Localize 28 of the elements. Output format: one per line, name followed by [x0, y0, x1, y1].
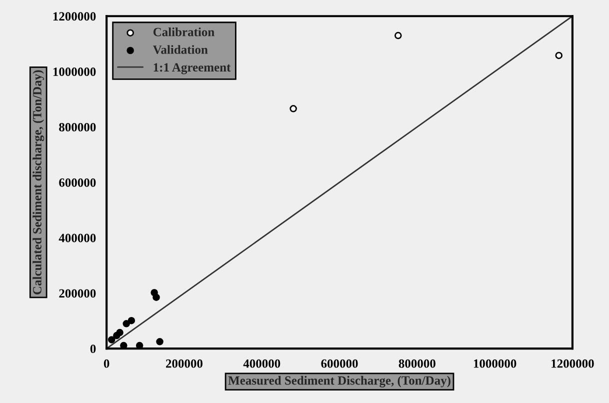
- legend-label: Validation: [152, 45, 208, 54]
- x-tick-label: 400000: [243, 359, 280, 368]
- y-tick-label: 1200000: [53, 12, 96, 21]
- point: [555, 52, 563, 60]
- y-axis-title: Calculated Sediment discharge, (Ton/Day): [32, 70, 44, 294]
- legend-label: Calibration: [153, 27, 214, 36]
- point: [113, 332, 120, 340]
- x-tick-label: 800000: [398, 359, 436, 368]
- x-tick-label: 600000: [321, 359, 358, 368]
- point: [152, 294, 160, 301]
- x-tick-label: 1200000: [552, 359, 594, 368]
- point: [394, 32, 402, 40]
- y-tick-label: 800000: [59, 122, 96, 132]
- point: [122, 320, 130, 328]
- point: [290, 105, 297, 112]
- x-tick-label: 0: [104, 359, 110, 368]
- x-tick-label: 200000: [166, 359, 202, 368]
- y-tick-label: 600000: [59, 178, 96, 187]
- point: [128, 316, 136, 324]
- point: [108, 336, 116, 344]
- x-tick-label: 1000000: [474, 359, 516, 368]
- point: [156, 338, 164, 346]
- y-tick-label: 1000000: [53, 68, 96, 76]
- y-tick-label: 400000: [58, 234, 96, 242]
- y-tick-label: 0: [90, 344, 96, 354]
- x-axis-title: Measured Sediment Discharge, (Ton/Day): [228, 376, 450, 388]
- legend-label: 1:1 Agreement: [154, 63, 231, 74]
- y-tick-label: 200000: [59, 289, 96, 298]
